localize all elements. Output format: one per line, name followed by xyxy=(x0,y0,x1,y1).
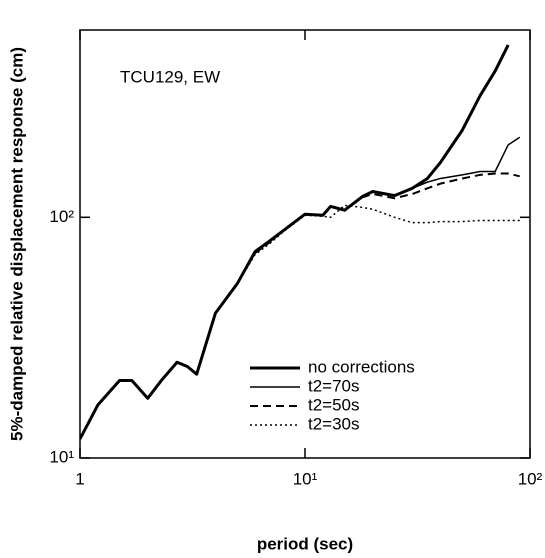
series-line xyxy=(80,44,510,440)
x-tick-label: 10¹ xyxy=(293,469,318,488)
plot-frame xyxy=(79,29,531,459)
annotation: TCU129, EW xyxy=(120,67,220,86)
legend-label: t2=30s xyxy=(308,414,360,433)
y-tick-label: 10¹ xyxy=(49,447,74,466)
legend-label: no corrections xyxy=(308,357,415,376)
x-tick-label: 1 xyxy=(75,469,84,488)
x-axis-label: period (sec) xyxy=(257,534,353,553)
x-tick-label: 10² xyxy=(518,469,543,488)
legend-label: t2=70s xyxy=(308,376,360,395)
series-line xyxy=(80,204,520,440)
series-line xyxy=(80,172,520,440)
series-line xyxy=(80,136,521,440)
y-tick-label: 10² xyxy=(49,207,74,226)
y-axis-label: 5%-damped relative displacement response… xyxy=(7,47,26,441)
legend-label: t2=50s xyxy=(308,395,360,414)
